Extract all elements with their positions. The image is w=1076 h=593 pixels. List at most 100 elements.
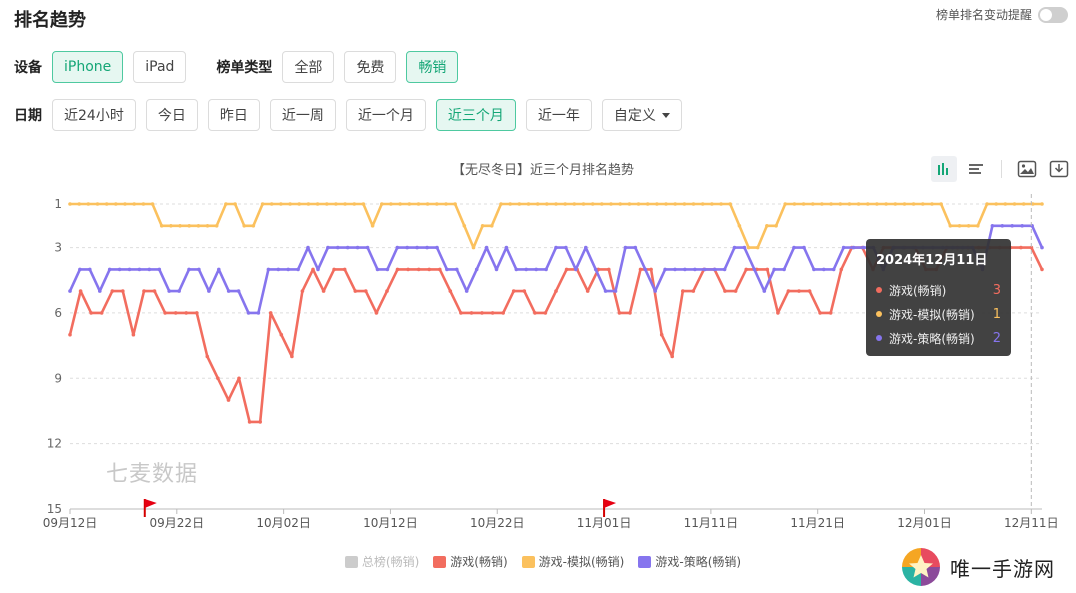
data-point bbox=[142, 289, 146, 293]
data-point bbox=[89, 311, 93, 315]
data-point bbox=[645, 202, 650, 206]
date-3months-button[interactable]: 近三个月 bbox=[435, 99, 516, 131]
legend-item-overall[interactable]: 总榜(畅销) bbox=[344, 553, 419, 570]
data-point bbox=[395, 267, 400, 272]
device-iphone-button[interactable]: iPhone bbox=[52, 51, 124, 83]
data-point bbox=[416, 202, 421, 206]
data-point bbox=[600, 202, 604, 206]
data-point bbox=[517, 202, 522, 206]
data-point bbox=[585, 289, 590, 293]
watermark: 七麦数据 bbox=[106, 462, 199, 487]
data-point bbox=[911, 202, 916, 206]
rank-alert-toggle[interactable] bbox=[1038, 6, 1068, 23]
data-point bbox=[95, 202, 100, 206]
data-point bbox=[533, 311, 537, 315]
legend-item-simulation[interactable]: 游戏-模拟(畅销) bbox=[521, 553, 624, 570]
data-point bbox=[205, 224, 210, 228]
data-point bbox=[772, 267, 776, 272]
filter-row-device: 设备 iPhone iPad 榜单类型 全部 免费 畅销 bbox=[14, 51, 468, 83]
data-point bbox=[117, 267, 122, 272]
data-point bbox=[1003, 202, 1008, 206]
data-point bbox=[1020, 224, 1024, 228]
data-point bbox=[214, 224, 219, 228]
list-icon[interactable] bbox=[963, 156, 989, 182]
image-icon[interactable] bbox=[1014, 156, 1040, 182]
data-point bbox=[1031, 202, 1035, 206]
chart-toolbar bbox=[931, 156, 1072, 182]
data-point bbox=[78, 267, 82, 272]
data-point bbox=[526, 202, 531, 206]
data-point bbox=[86, 202, 91, 206]
legend-label: 游戏-策略(畅销) bbox=[655, 555, 742, 569]
data-point bbox=[453, 202, 457, 206]
data-point bbox=[866, 202, 870, 206]
date-custom-dropdown[interactable]: 自定义 bbox=[601, 99, 682, 131]
data-point bbox=[655, 202, 659, 206]
device-label: 设备 bbox=[14, 60, 42, 76]
data-point bbox=[522, 289, 527, 293]
data-point bbox=[818, 311, 822, 315]
data-point bbox=[762, 289, 767, 293]
date-yesterday-button[interactable]: 昨日 bbox=[207, 99, 260, 131]
data-point bbox=[332, 267, 336, 272]
device-ipad-button[interactable]: iPad bbox=[133, 51, 187, 83]
data-point bbox=[663, 267, 667, 272]
data-point bbox=[653, 289, 657, 293]
date-month-button[interactable]: 近一个月 bbox=[345, 99, 426, 131]
data-point bbox=[851, 245, 856, 250]
date-label: 日期 bbox=[14, 108, 42, 124]
data-point bbox=[462, 224, 467, 228]
data-point bbox=[691, 289, 696, 293]
data-point bbox=[1010, 224, 1014, 228]
data-point bbox=[266, 267, 271, 272]
data-point bbox=[1029, 245, 1034, 250]
data-point bbox=[169, 224, 173, 228]
y-tick-label: 12 bbox=[47, 437, 62, 451]
date-week-button[interactable]: 近一周 bbox=[269, 99, 336, 131]
data-point bbox=[841, 245, 846, 250]
flag-icon[interactable] bbox=[143, 499, 157, 517]
filter-row-date: 日期 近24小时 今日 昨日 近一周 近一个月 近三个月 近一年 自定义 bbox=[14, 99, 692, 131]
data-point bbox=[163, 311, 167, 315]
data-point bbox=[792, 245, 796, 250]
data-point bbox=[831, 267, 836, 272]
date-24h-button[interactable]: 近24小时 bbox=[52, 99, 136, 131]
data-point bbox=[693, 267, 697, 272]
data-point bbox=[365, 245, 370, 250]
data-point bbox=[107, 267, 112, 272]
data-point bbox=[939, 202, 943, 206]
board-free-button[interactable]: 免费 bbox=[344, 51, 397, 83]
data-point bbox=[300, 289, 305, 293]
data-point bbox=[494, 267, 499, 272]
data-point bbox=[251, 224, 256, 228]
data-point bbox=[683, 267, 687, 272]
data-point bbox=[389, 202, 393, 206]
flag-icon[interactable] bbox=[603, 499, 617, 517]
tooltip-series-name: 游戏-策略(畅销) bbox=[889, 331, 975, 346]
board-grossing-button[interactable]: 畅销 bbox=[406, 51, 459, 83]
rank-alert-label: 榜单排名变动提醒 bbox=[935, 8, 1032, 22]
data-point bbox=[370, 224, 375, 228]
bar-line-toggle-icon[interactable] bbox=[931, 156, 957, 182]
data-point bbox=[584, 245, 588, 250]
y-tick-label: 1 bbox=[54, 197, 62, 211]
data-point bbox=[353, 289, 358, 293]
data-point bbox=[147, 267, 152, 272]
data-point bbox=[691, 202, 696, 206]
data-point bbox=[776, 311, 780, 315]
data-point bbox=[316, 267, 320, 272]
download-icon[interactable] bbox=[1046, 156, 1072, 182]
data-point bbox=[364, 289, 368, 293]
date-today-button[interactable]: 今日 bbox=[145, 99, 198, 131]
data-point bbox=[121, 289, 125, 293]
legend-item-game[interactable]: 游戏(畅销) bbox=[433, 553, 508, 570]
board-all-button[interactable]: 全部 bbox=[282, 51, 335, 83]
legend-item-strategy[interactable]: 游戏-策略(畅销) bbox=[638, 553, 741, 570]
data-point bbox=[469, 311, 474, 315]
data-point bbox=[236, 289, 241, 293]
data-point bbox=[159, 224, 164, 228]
date-year-button[interactable]: 近一年 bbox=[525, 99, 592, 131]
data-point bbox=[114, 202, 118, 206]
tooltip-series-value: 3 bbox=[992, 282, 1001, 298]
data-point bbox=[839, 267, 844, 272]
